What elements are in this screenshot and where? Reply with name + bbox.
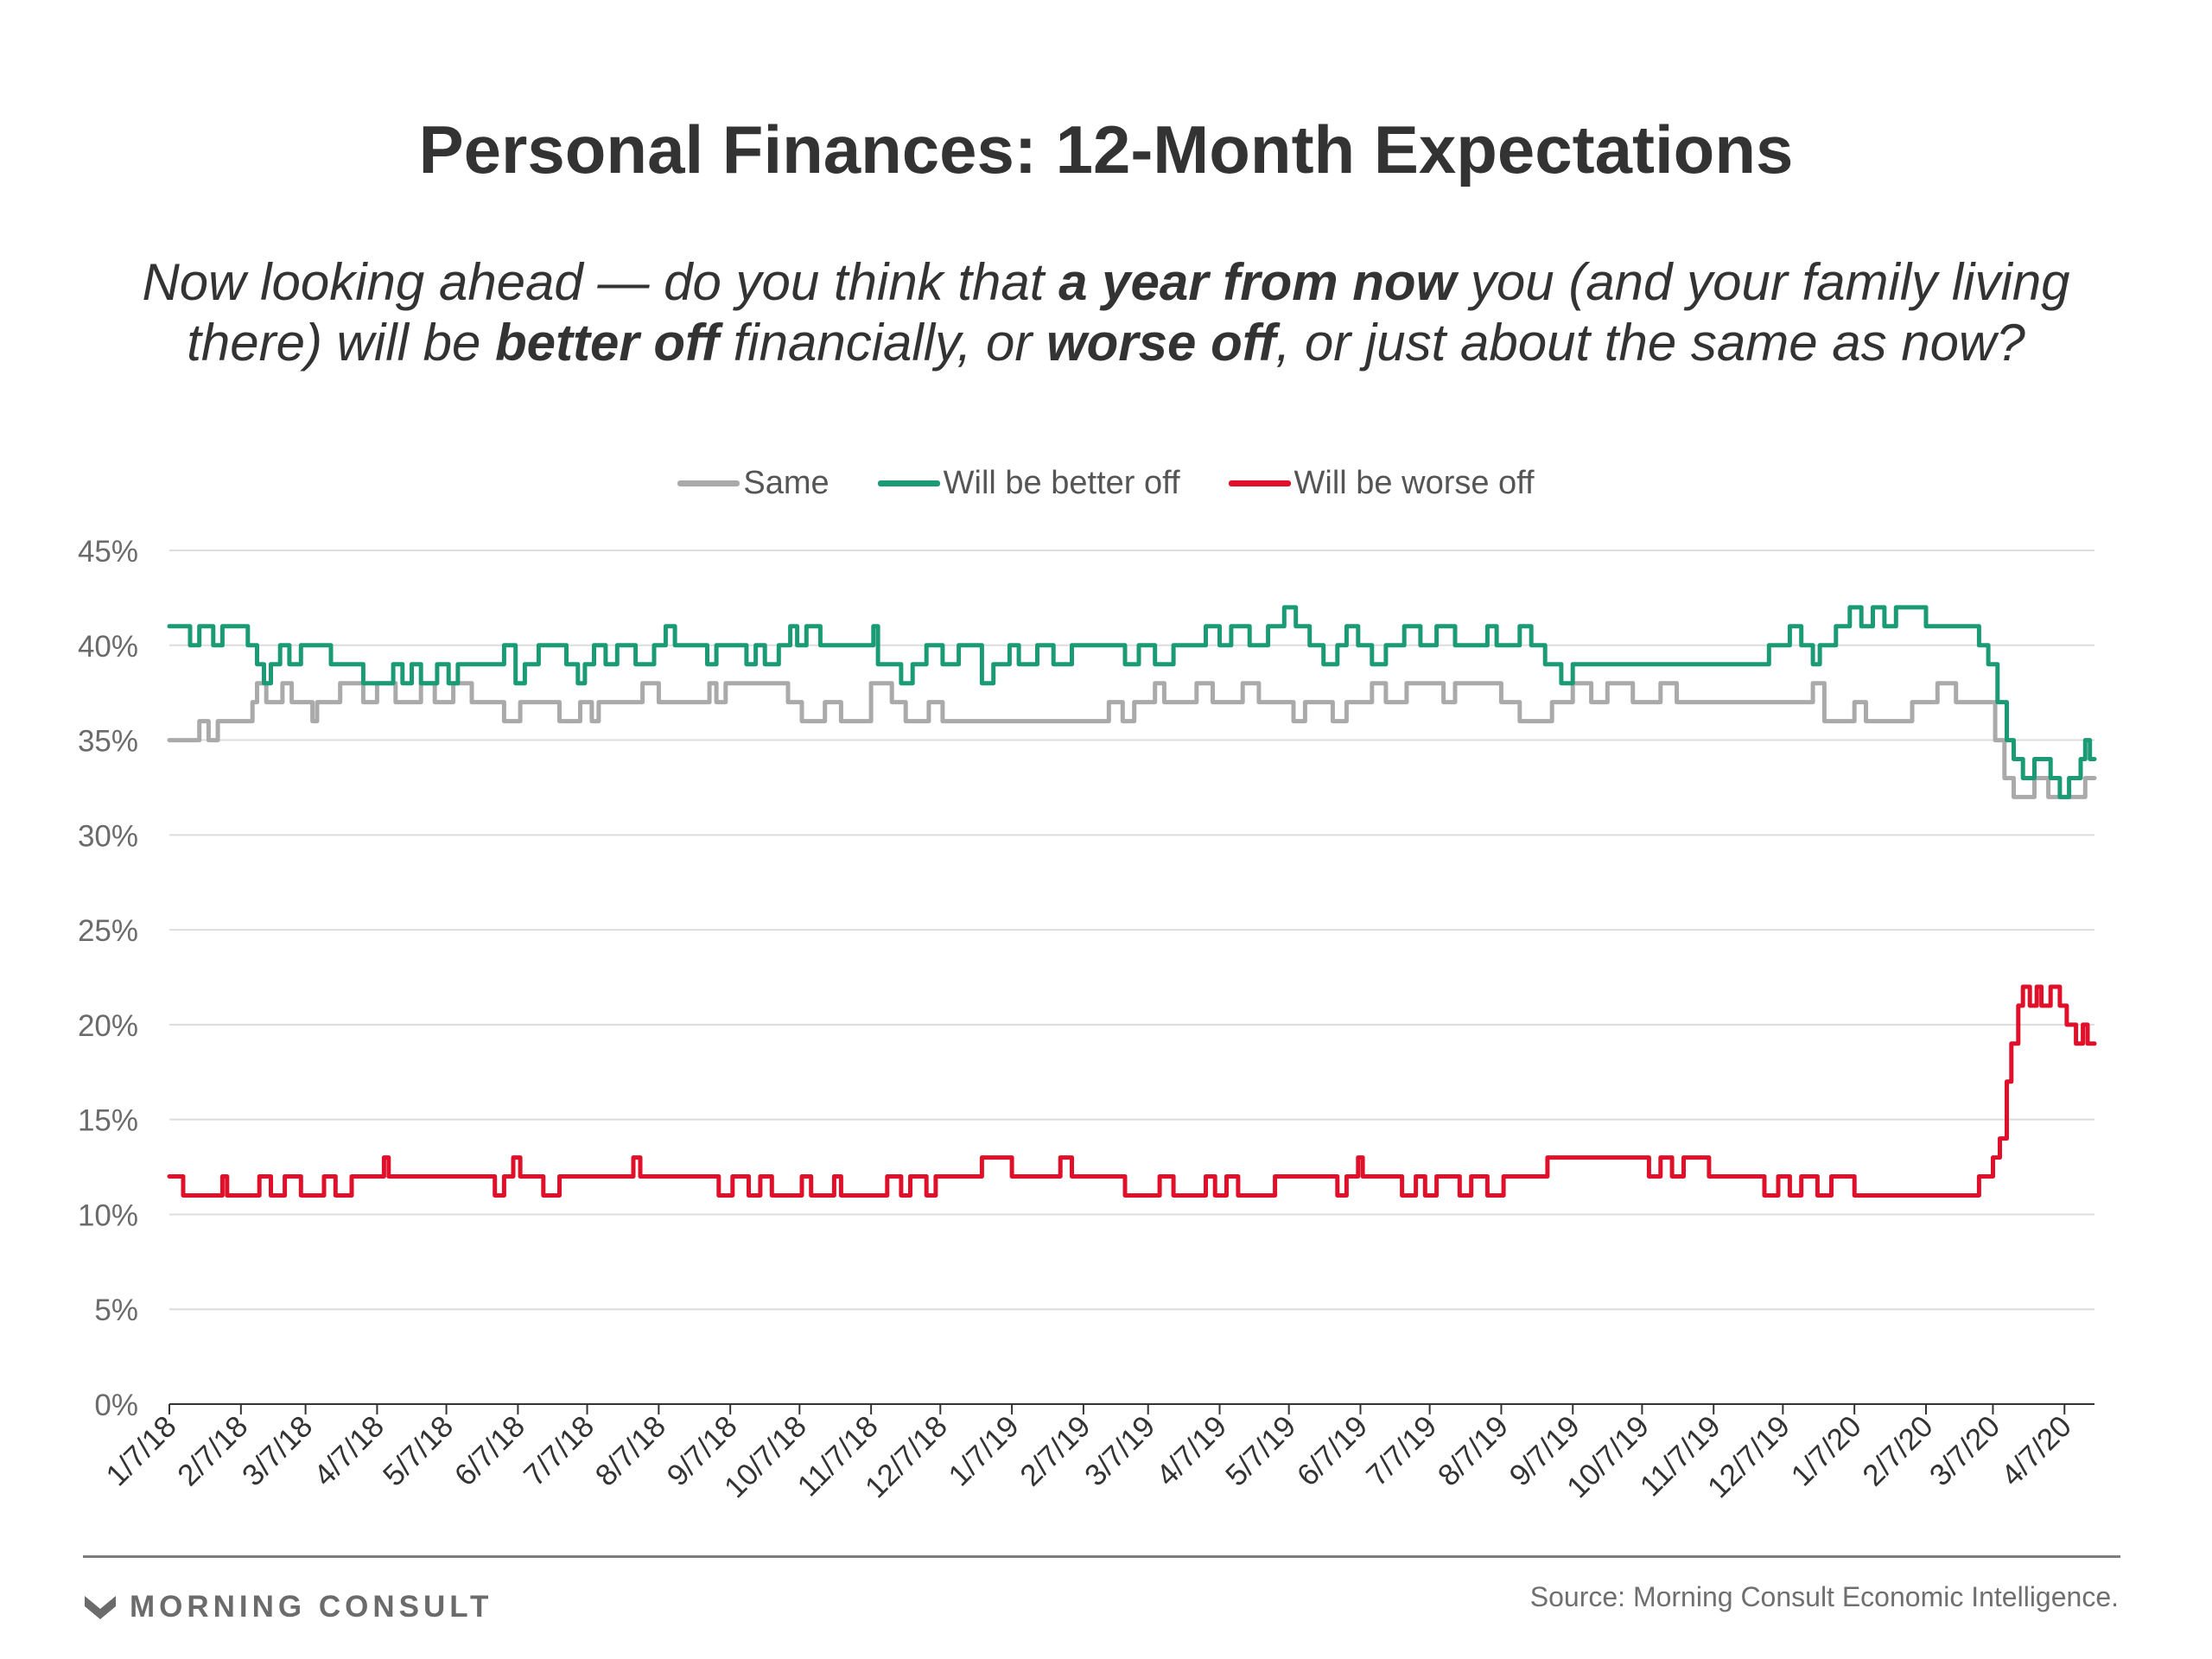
subtitle-text: Now looking ahead — do you think that [142, 253, 1059, 311]
y-tick-label: 40% [78, 630, 138, 664]
legend-swatch-better-off [877, 480, 940, 486]
subtitle-text: financially, or [718, 314, 1046, 372]
x-tick-label: 1/7/19 [942, 1409, 1025, 1492]
x-tick-label: 3/7/20 [1923, 1409, 2006, 1492]
y-tick-label: 35% [78, 725, 138, 759]
morning-consult-logo-icon [85, 1596, 116, 1619]
x-tick-label: 2/7/18 [171, 1409, 254, 1492]
x-tick-label: 2/7/19 [1014, 1409, 1096, 1492]
x-tick-label: 4/7/19 [1150, 1409, 1233, 1492]
chart-title: Personal Finances: 12-Month Expectations [418, 111, 1794, 188]
x-tick-label: 6/7/18 [448, 1409, 531, 1492]
y-tick-label: 5% [94, 1294, 138, 1327]
legend-label-same: Same [743, 465, 830, 501]
legend-item-better-off: Will be better off [877, 465, 1180, 502]
y-tick-label: 25% [78, 914, 138, 948]
legend-item-worse-off: Will be worse off [1228, 465, 1535, 502]
series-line-worse-off [167, 984, 2097, 1198]
legend-item-same: Same [677, 465, 830, 502]
x-tick-label: 7/7/19 [1360, 1409, 1443, 1492]
x-tick-label: 6/7/19 [1291, 1409, 1374, 1492]
x-tick-label: 3/7/19 [1078, 1409, 1161, 1492]
footer-divider [83, 1555, 2120, 1558]
y-tick-label: 0% [94, 1389, 138, 1422]
series-line-better-off [167, 605, 2097, 799]
x-tick-label: 1/7/20 [1784, 1409, 1867, 1492]
x-tick-label: 3/7/18 [236, 1409, 319, 1492]
legend-label-better-off: Will be better off [943, 465, 1180, 501]
subtitle-text: you (and your family living there) will … [187, 253, 2070, 372]
y-tick-label: 15% [78, 1104, 138, 1138]
subtitle-emphasis: a year from now [1058, 253, 1457, 311]
series-line-same [167, 681, 2097, 799]
subtitle-emphasis: worse off [1046, 314, 1276, 372]
x-tick-label: 8/7/18 [589, 1409, 672, 1492]
legend-swatch-worse-off [1228, 480, 1291, 486]
x-tick-label: 2/7/20 [1856, 1409, 1939, 1492]
legend-label-worse-off: Will be worse off [1294, 465, 1535, 501]
x-tick-label: 8/7/19 [1432, 1409, 1515, 1492]
x-tick-label: 4/7/20 [1995, 1409, 2078, 1492]
y-tick-label: 30% [78, 819, 138, 853]
source-note: Source: Morning Consult Economic Intelli… [1529, 1581, 2119, 1612]
x-tick-label: 5/7/19 [1219, 1409, 1302, 1492]
y-tick-label: 10% [78, 1198, 138, 1232]
line-chart: 0%5%10%15%20%25%30%35%40%45%1/7/182/7/18… [78, 535, 2097, 1504]
y-tick-label: 45% [78, 535, 138, 569]
x-tick-label: 7/7/18 [518, 1409, 601, 1492]
x-tick-label: 5/7/18 [377, 1409, 460, 1492]
x-tick-label: 4/7/18 [308, 1409, 391, 1492]
y-tick-label: 20% [78, 1009, 138, 1043]
brand-logo: MORNING CONSULT [83, 1590, 493, 1624]
chart-legend: Same Will be better off Will be worse of… [0, 465, 2212, 502]
chart-subtitle: Now looking ahead — do you think that a … [86, 252, 2126, 373]
subtitle-text: , or just about the same as now? [1275, 314, 2025, 372]
legend-swatch-same [677, 480, 741, 486]
brand-name: MORNING CONSULT [130, 1590, 493, 1624]
subtitle-emphasis: better off [495, 314, 719, 372]
